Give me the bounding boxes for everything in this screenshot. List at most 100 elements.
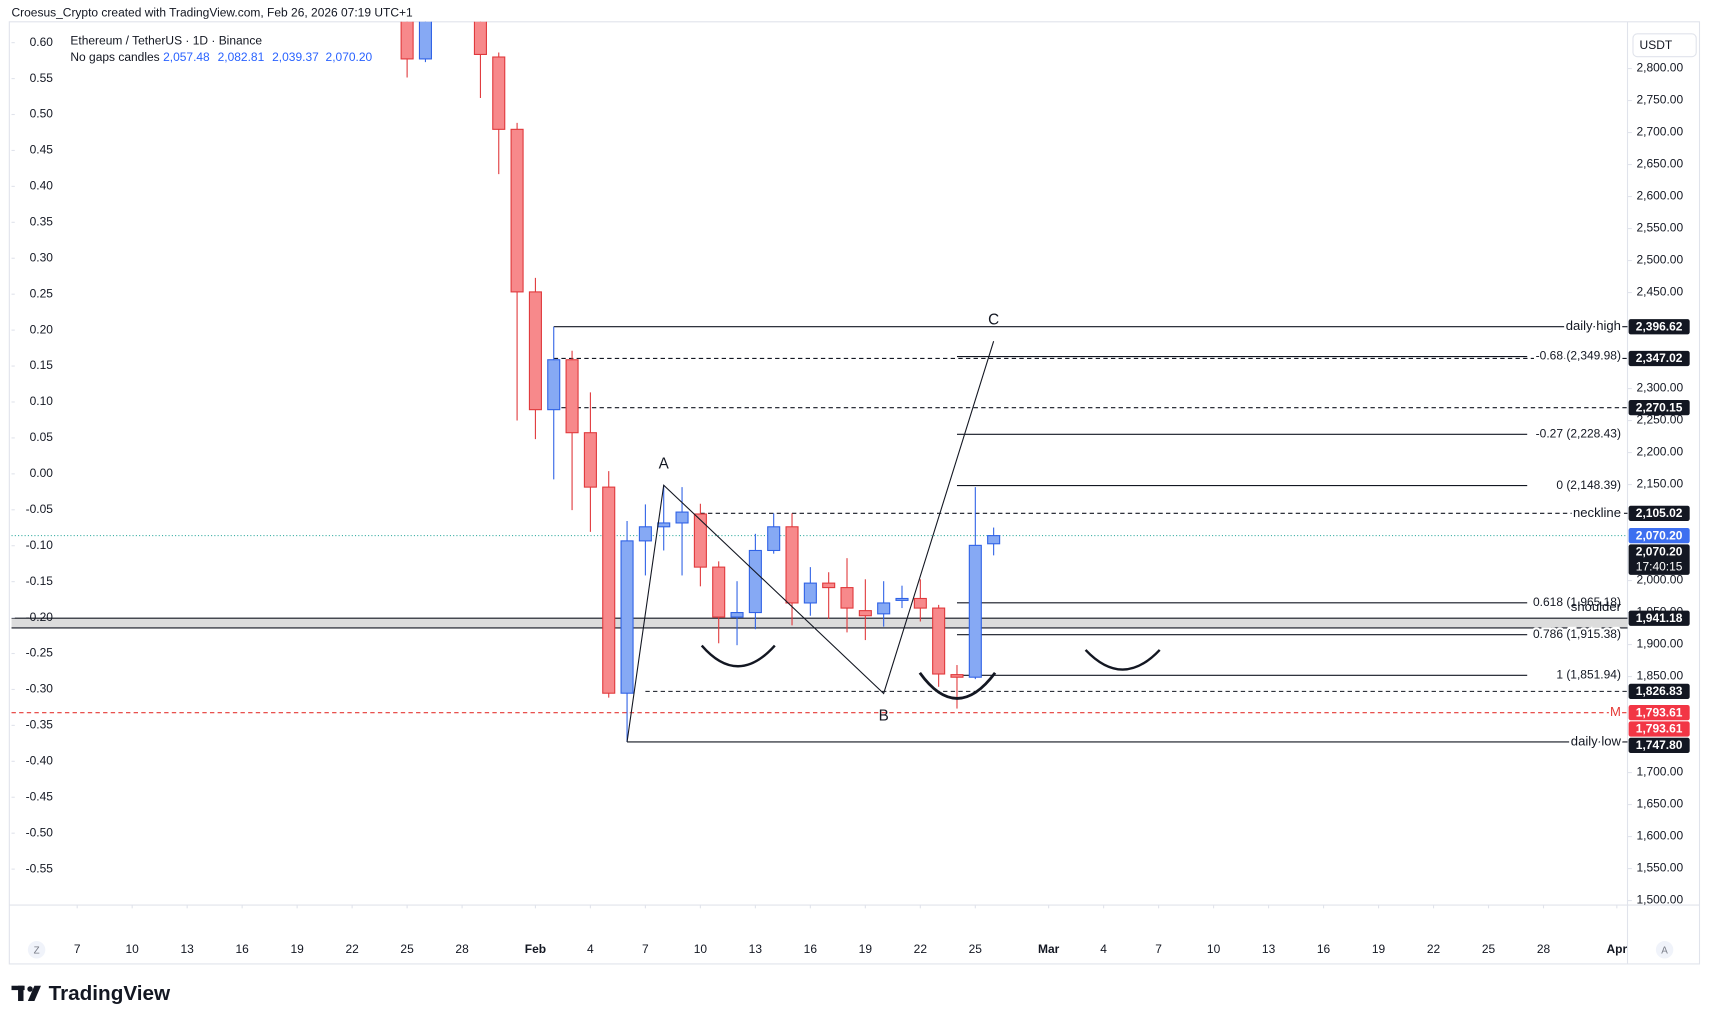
candle-body: [583, 432, 597, 488]
annotation: shoulder: [1571, 599, 1622, 614]
y2-tick-label: -0.55: [26, 861, 54, 875]
candle-body: [932, 607, 946, 675]
logo-text: TradingView: [49, 982, 171, 1005]
candle-body: [877, 602, 891, 615]
currency-label: USDT: [1640, 38, 1673, 52]
candle-body: [785, 526, 799, 604]
price-tag: [1628, 527, 1690, 544]
y-tick-label: 2,450.00: [1636, 285, 1683, 299]
candle-body: [730, 612, 744, 618]
axis-button-label: A: [1661, 945, 1668, 956]
y2-tick-label: -0.10: [26, 538, 54, 552]
y-tick-label: 2,150.00: [1636, 477, 1683, 491]
y-tick-label: 2,500.00: [1636, 253, 1683, 267]
price-tag: [1628, 610, 1690, 626]
y2-tick-label: 0.10: [30, 394, 54, 408]
legend-close: 2,070.20: [326, 50, 373, 64]
fib-label: 0.618 (1,965.18): [1533, 595, 1621, 609]
x-tick-label: 13: [1262, 942, 1276, 956]
y-tick-label: 1,850.00: [1636, 669, 1683, 683]
x-tick-label: Apr: [1607, 942, 1628, 956]
line-label: daily low: [1571, 733, 1622, 748]
x-tick-label: 10: [1207, 942, 1221, 956]
logo-shape: [18, 985, 24, 1002]
price-tag: [1628, 737, 1690, 753]
logo-shape: [27, 985, 41, 1002]
candle-body: [748, 549, 762, 614]
x-tick-label: 13: [749, 942, 763, 956]
candle-body: [418, 21, 432, 60]
candle-body: [913, 597, 927, 609]
axis-button[interactable]: [27, 941, 46, 959]
candle-body: [822, 582, 836, 589]
x-tick-label: 16: [1317, 942, 1331, 956]
candle-body: [858, 610, 872, 617]
y2-tick-label: -0.50: [26, 825, 54, 839]
line-label: daily high: [1566, 318, 1621, 333]
pane: [11, 21, 1628, 743]
candle-body: [895, 597, 909, 601]
y2-tick-label: -0.45: [26, 789, 54, 803]
line-label: M: [1610, 704, 1621, 719]
y-tick-label: 1,650.00: [1636, 797, 1683, 811]
candle-body: [492, 56, 506, 130]
currency-button[interactable]: [1632, 33, 1697, 58]
line-label: neckline: [1573, 505, 1621, 520]
arc: [918, 671, 997, 700]
y2-tick-label: 0.55: [30, 71, 54, 85]
wave-label: A: [659, 456, 670, 473]
axes: 2,800.00 2,750.00 2,700.00 2,650.00 2,600.00…: [11, 35, 1683, 956]
y2-tick-label: 0.00: [30, 466, 54, 480]
chart-frame: [8, 21, 1701, 965]
x-tick-label: 19: [1372, 942, 1386, 956]
y2-tick-label: 0.25: [30, 286, 54, 300]
price-tag-label: 1,793.61: [1636, 705, 1683, 719]
y-tick-label: 2,300.00: [1636, 381, 1683, 395]
candle-body: [803, 582, 817, 604]
x-tick-label: 7: [642, 942, 649, 956]
candle-body: [675, 511, 689, 524]
candle-body: [767, 526, 781, 552]
candle-body: [620, 540, 634, 694]
candle-body: [602, 486, 616, 694]
price-tag-label: 1,826.83: [1636, 684, 1683, 698]
y2-tick-label: 0.05: [30, 430, 54, 444]
pattern-arcs: [700, 644, 1161, 700]
y-tick-label: 1,700.00: [1636, 765, 1683, 779]
y2-tick-label: 0.50: [30, 107, 54, 121]
x-tick-label: 10: [126, 942, 140, 956]
x-tick-label: 28: [1537, 942, 1551, 956]
y2-tick-label: 0.40: [30, 179, 54, 193]
price-tag-label: 1,793.61: [1636, 722, 1683, 736]
x-tick-label: 22: [914, 942, 928, 956]
y2-tick-label: 0.30: [30, 250, 54, 264]
x-tick-label: 19: [859, 942, 873, 956]
logo-shape: [27, 986, 33, 992]
candle-body: [840, 587, 854, 609]
zone: [11, 618, 1628, 628]
candle-body: [565, 359, 579, 434]
price-tag-label: 2,105.02: [1636, 506, 1683, 520]
candle-body: [528, 291, 542, 411]
y-tick-label: 1,550.00: [1636, 861, 1683, 875]
y-tick-label: 2,700.00: [1636, 125, 1683, 139]
x-tick-label: 25: [969, 942, 983, 956]
price-tag-countdown: 17:40:15: [1636, 559, 1683, 573]
x-tick-label: 10: [694, 942, 708, 956]
fib-label: 1 (1,851.94): [1556, 667, 1621, 681]
axis-button-label: Z: [34, 945, 40, 956]
y-tick-label: 2,550.00: [1636, 221, 1683, 235]
y2-tick-label: -0.15: [26, 574, 54, 588]
axis-button[interactable]: [1655, 941, 1674, 959]
x-tick-label: 4: [587, 942, 594, 956]
x-tick-label: 28: [455, 942, 469, 956]
candle-body: [638, 526, 652, 542]
x-tick-label: 4: [1100, 942, 1107, 956]
y-tick-label: 2,650.00: [1636, 157, 1683, 171]
y-tick-label: 2,000.00: [1636, 573, 1683, 587]
wave-label: C: [988, 311, 999, 328]
x-tick-label: Feb: [525, 942, 546, 956]
logo-icon: [11, 985, 41, 1002]
